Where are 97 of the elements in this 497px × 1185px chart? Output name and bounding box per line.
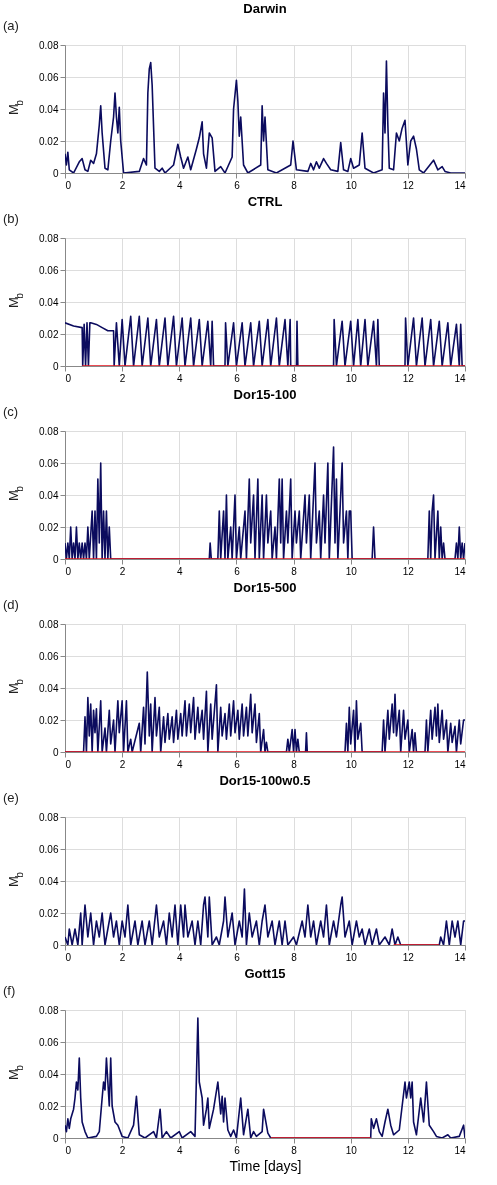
y-tick-label: 0.02 [39,907,59,919]
x-tick-label: 2 [119,951,126,963]
x-tick-label: 0 [65,1144,72,1156]
text: (b) [3,211,19,226]
y-tick-label: 0.04 [39,1068,59,1080]
x-tick-label: 12 [402,758,415,770]
y-axis-title: Mb [6,485,25,501]
x-tick-label: 4 [177,179,183,191]
x-tick-label: 10 [345,951,358,963]
y-tick-label: 0.04 [39,489,59,501]
x-tick-label: 2 [119,758,126,770]
x-tick-label: 6 [234,565,241,577]
x-tick-label: 4 [177,1144,183,1156]
x-tick-label: 8 [291,372,298,384]
x-tick-label: 0 [65,565,72,577]
y-tick-label: 0.02 [39,135,59,147]
y-tick-label: 0 [52,1132,59,1144]
x-tick-label: 10 [345,565,358,577]
x-tick-label: 0 [65,372,72,384]
y-tick-label: 0.06 [39,1036,59,1048]
y-tick-label: 0.08 [39,811,59,823]
x-tick-label: 0 [65,758,72,770]
x-tick-label: 12 [402,372,415,384]
text: (c) [3,404,19,419]
y-tick-label: 0.04 [39,296,59,308]
chart-title: Darwin [243,1,287,16]
y-tick-label: 0.06 [39,457,59,469]
y-axis-title: Mb [6,871,25,887]
x-tick-label: 14 [454,1144,466,1156]
y-tick-label: 0.06 [39,650,59,662]
y-tick-label: 0.02 [39,328,59,340]
y-tick-label: 0 [52,746,59,758]
y-tick-label: 0.04 [39,682,59,694]
x-tick-label: 12 [402,565,415,577]
chart-title: Dor15-100w0.5 [219,773,311,788]
chart-title: Dor15-100 [233,387,297,402]
y-axis-title: Mb [6,292,25,308]
y-axis-title: Mb [6,99,25,115]
x-tick-label: 10 [345,1144,358,1156]
text: (d) [3,597,19,612]
y-tick-label: 0.08 [39,1004,59,1016]
x-tick-label: 8 [291,179,298,191]
y-tick-label: 0.06 [39,264,59,276]
x-tick-label: 6 [234,372,241,384]
x-tick-label: 4 [177,372,183,384]
x-tick-label: 6 [234,1144,241,1156]
text: (e) [3,790,19,805]
chart-title: Gott15 [244,966,286,981]
x-tick-label: 14 [454,179,466,191]
x-tick-label: 10 [345,758,358,770]
y-tick-label: 0.02 [39,521,59,533]
y-axis-title: Mb [6,1064,25,1080]
y-axis-title: Mb [6,678,25,694]
x-tick-label: 10 [345,179,358,191]
x-tick-label: 8 [291,1144,298,1156]
text: (f) [3,983,16,998]
y-tick-label: 0.02 [39,1100,59,1112]
x-tick-label: 2 [119,179,126,191]
x-tick-label: 2 [119,372,126,384]
y-tick-label: 0.02 [39,714,59,726]
x-tick-label: 4 [177,565,183,577]
x-tick-label: 2 [119,565,126,577]
y-tick-label: 0 [52,360,59,372]
y-tick-label: 0 [52,167,59,179]
x-tick-label: 14 [454,951,466,963]
x-tick-label: 8 [291,565,298,577]
x-axis-title: Time [days] [229,1157,302,1174]
text: (a) [3,18,19,33]
x-tick-label: 6 [234,951,241,963]
x-tick-label: 4 [177,758,183,770]
x-tick-label: 14 [454,372,466,384]
x-tick-label: 0 [65,179,72,191]
x-tick-label: 2 [119,1144,126,1156]
y-tick-label: 0.04 [39,103,59,115]
x-tick-label: 0 [65,951,72,963]
x-tick-label: 8 [291,951,298,963]
x-tick-label: 6 [234,758,241,770]
y-tick-label: 0.08 [39,425,59,437]
chart-title: CTRL [247,194,283,209]
x-tick-label: 14 [454,565,466,577]
x-tick-label: 4 [177,951,183,963]
y-tick-label: 0 [52,939,59,951]
x-tick-label: 6 [234,179,241,191]
x-tick-label: 14 [454,758,466,770]
x-tick-label: 12 [402,1144,415,1156]
y-tick-label: 0.06 [39,843,59,855]
x-tick-label: 10 [345,372,358,384]
chart-title: Dor15-500 [233,580,297,595]
y-tick-label: 0.08 [39,39,59,51]
y-tick-label: 0.08 [39,618,59,630]
x-tick-label: 12 [402,179,415,191]
y-tick-label: 0 [52,553,59,565]
x-tick-label: 12 [402,951,415,963]
y-tick-label: 0.04 [39,875,59,887]
y-tick-label: 0.06 [39,71,59,83]
y-tick-label: 0.08 [39,232,59,244]
x-tick-label: 8 [291,758,298,770]
